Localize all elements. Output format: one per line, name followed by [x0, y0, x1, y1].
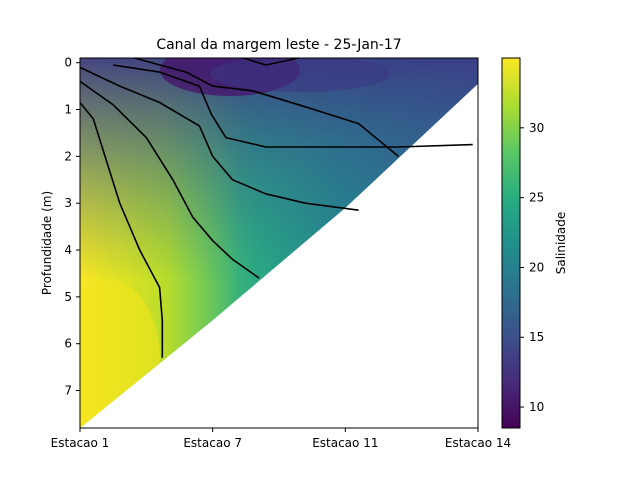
contour-line-0 — [242, 57, 300, 66]
contour-line-5 — [79, 101, 164, 358]
x-tick-label: Estacao 11 — [312, 436, 378, 450]
contour-line-2 — [113, 64, 473, 148]
contour-line-3 — [79, 66, 359, 211]
colorbar: 10 15 20 25 30 Salinidade — [501, 57, 568, 429]
plot-frame — [79, 57, 479, 429]
colorbar-tick-label: 15 — [529, 330, 544, 344]
colorbar-ticks: 10 15 20 25 30 — [520, 121, 544, 414]
x-axis: Estacao 1 Estacao 7 Estacao 11 Estacao 14 — [51, 428, 511, 450]
contour-line-4 — [79, 80, 260, 279]
colorbar-label: Salinidade — [554, 212, 568, 275]
y-axis-label: Profundidade (m) — [40, 191, 54, 295]
colorbar-tick-label: 30 — [529, 121, 544, 135]
y-axis: 0 1 2 3 4 5 6 7 — [64, 56, 80, 398]
x-tick-label: Estacao 14 — [445, 436, 511, 450]
chart-title: Canal da margem leste - 25-Jan-17 — [156, 37, 401, 53]
colorbar-tick-label: 10 — [529, 400, 544, 414]
y-tick-label: 5 — [64, 290, 72, 304]
colorbar-tick-label: 25 — [529, 191, 544, 205]
colorbar-tick-label: 20 — [529, 260, 544, 274]
x-tick-label: Estacao 1 — [51, 436, 110, 450]
plot-area — [79, 57, 479, 429]
x-tick-label: Estacao 7 — [183, 436, 242, 450]
y-tick-label: 2 — [64, 149, 72, 163]
y-tick-label: 3 — [64, 196, 72, 210]
contour-line-1 — [134, 57, 399, 158]
y-tick-label: 1 — [64, 103, 72, 117]
salinity-field — [80, 58, 478, 428]
y-tick-label: 4 — [64, 243, 72, 257]
colorbar-gradient — [501, 57, 521, 429]
salinity-contours — [79, 57, 473, 358]
y-tick-label: 6 — [64, 337, 72, 351]
y-tick-label: 7 — [64, 384, 72, 398]
y-tick-label: 0 — [64, 56, 72, 70]
